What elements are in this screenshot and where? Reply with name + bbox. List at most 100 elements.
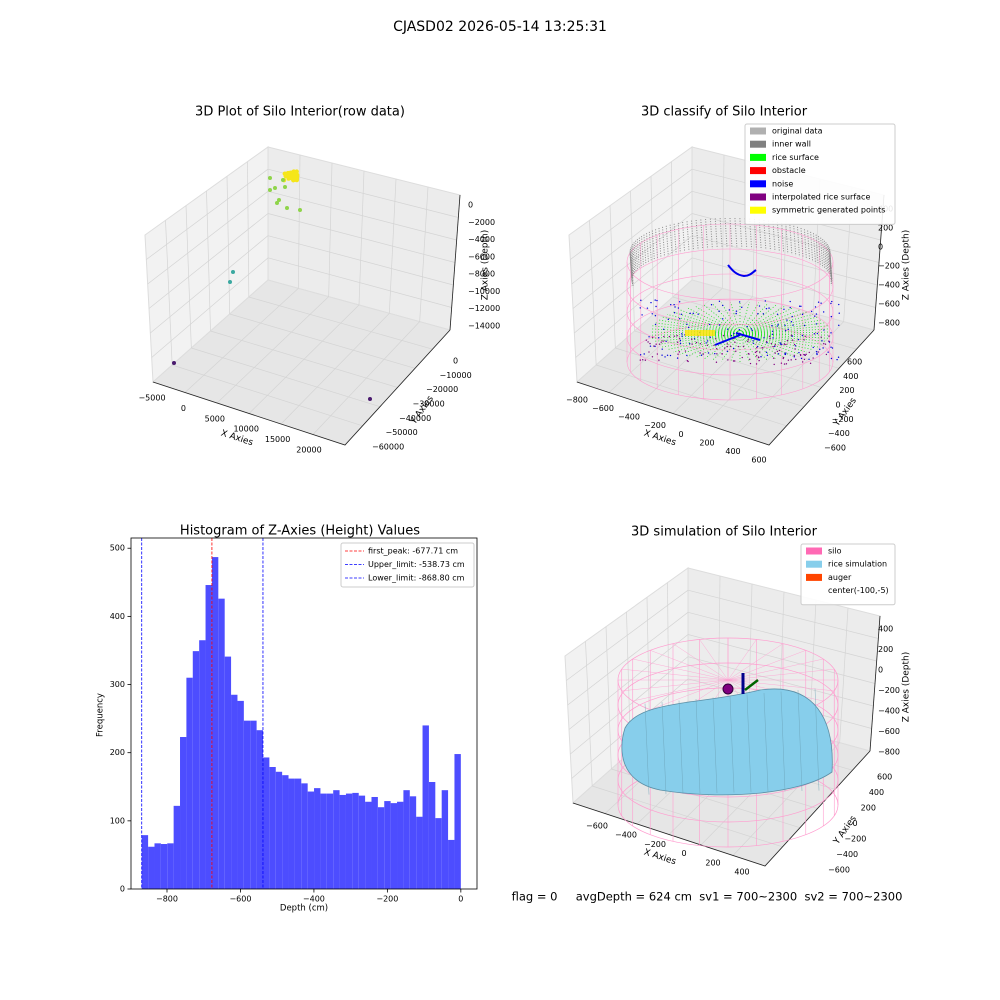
wall-point <box>810 231 814 262</box>
z-tick-label: −10000 <box>468 287 500 296</box>
wall-point <box>636 239 640 270</box>
noise-point <box>777 323 779 326</box>
noise-point <box>705 342 707 344</box>
histogram-bar <box>237 700 244 889</box>
noise-point <box>757 313 759 315</box>
pane-grid <box>312 321 420 435</box>
x-tick-label: 20000 <box>296 446 321 455</box>
wall-point <box>641 236 645 267</box>
noise-point <box>692 312 694 315</box>
interp-point <box>785 343 787 346</box>
interp-point <box>809 362 812 365</box>
panel-title: 3D Plot of Silo Interior(row data) <box>195 105 405 120</box>
y-tick-label: 200 <box>110 748 125 757</box>
x-tick-label: −400 <box>615 831 637 840</box>
noise-point <box>656 299 658 302</box>
noise-point <box>815 350 818 353</box>
z-tick-label: −2000 <box>468 218 495 227</box>
y-tick-label: 500 <box>110 544 125 553</box>
noise-point <box>830 315 833 318</box>
x-tick-label: 0 <box>458 895 463 904</box>
z-tick-label: 200 <box>878 224 893 233</box>
point <box>282 171 288 176</box>
y-tick-label: 0 <box>120 885 125 894</box>
noise-point <box>738 301 741 303</box>
y-tick-label: −50000 <box>386 428 418 437</box>
wall-point <box>785 223 789 254</box>
pane-grid <box>151 257 269 358</box>
noise-point <box>676 357 679 359</box>
noise-point <box>810 310 813 313</box>
x-tick-label: −400 <box>303 895 325 904</box>
interp-point <box>742 345 745 348</box>
noise-point <box>791 335 794 337</box>
wall-point <box>796 226 800 257</box>
histogram-bar <box>167 843 174 889</box>
noise-point <box>718 324 721 326</box>
noise-point <box>664 356 666 358</box>
noise-point <box>794 345 797 347</box>
wall-point <box>829 253 833 285</box>
interp-point <box>721 352 723 355</box>
interp-point <box>658 359 660 361</box>
rice-point <box>739 302 760 335</box>
noise-cluster <box>727 264 757 278</box>
noise-point <box>651 313 653 315</box>
noise-point <box>817 301 820 303</box>
wall-point <box>709 218 713 249</box>
interp-point <box>647 341 649 343</box>
noise-point <box>700 354 703 356</box>
wall-point <box>763 219 767 251</box>
interp-point <box>793 343 796 346</box>
wall-point <box>629 250 633 281</box>
point <box>285 206 289 210</box>
rice-mesh <box>814 688 820 791</box>
wall-point <box>828 255 832 286</box>
interp-point <box>676 335 678 337</box>
x-tick-label: 0 <box>681 849 686 858</box>
y-tick-label: −20000 <box>426 385 458 394</box>
y-tick-label: 400 <box>110 612 125 621</box>
wall-point <box>781 222 785 253</box>
noise-point <box>670 303 672 306</box>
rice-mesh <box>780 691 786 792</box>
rice-point <box>739 302 750 335</box>
wall-point <box>714 218 718 249</box>
noise-point <box>641 314 643 316</box>
histogram-bar <box>141 835 149 889</box>
rice-point <box>661 333 741 348</box>
legend-swatch <box>750 140 766 148</box>
noise-point <box>823 329 825 331</box>
wall-point <box>638 237 642 268</box>
interp-point <box>769 337 771 340</box>
x-tick-label: 0 <box>678 430 683 439</box>
noise-point <box>838 312 840 314</box>
wall-point <box>817 236 821 267</box>
noise-point <box>697 313 699 315</box>
interp-point <box>714 338 717 340</box>
noise-point <box>816 353 818 356</box>
rice-point <box>739 333 760 362</box>
interp-point <box>793 354 795 357</box>
y-tick-label: 0 <box>853 819 858 828</box>
interp-point <box>759 351 761 353</box>
noise-point <box>735 310 738 312</box>
noise-point <box>830 332 832 334</box>
noise-point <box>661 348 663 350</box>
interp-point <box>648 351 650 353</box>
histogram-bar <box>339 794 346 889</box>
point <box>290 172 295 177</box>
interp-point <box>757 356 760 359</box>
wall-point <box>793 225 797 256</box>
interp-point <box>653 345 655 347</box>
wall-point <box>651 230 655 261</box>
noise-point <box>732 347 735 350</box>
interp-point <box>722 334 725 337</box>
interp-point <box>741 356 743 359</box>
interp-point <box>772 357 775 359</box>
legend-swatch <box>750 193 766 201</box>
figure-title: CJASD02 2026-05-14 13:25:31 <box>393 19 607 35</box>
interp-point <box>804 354 807 357</box>
interp-point <box>715 361 718 363</box>
noise-point <box>813 333 816 335</box>
